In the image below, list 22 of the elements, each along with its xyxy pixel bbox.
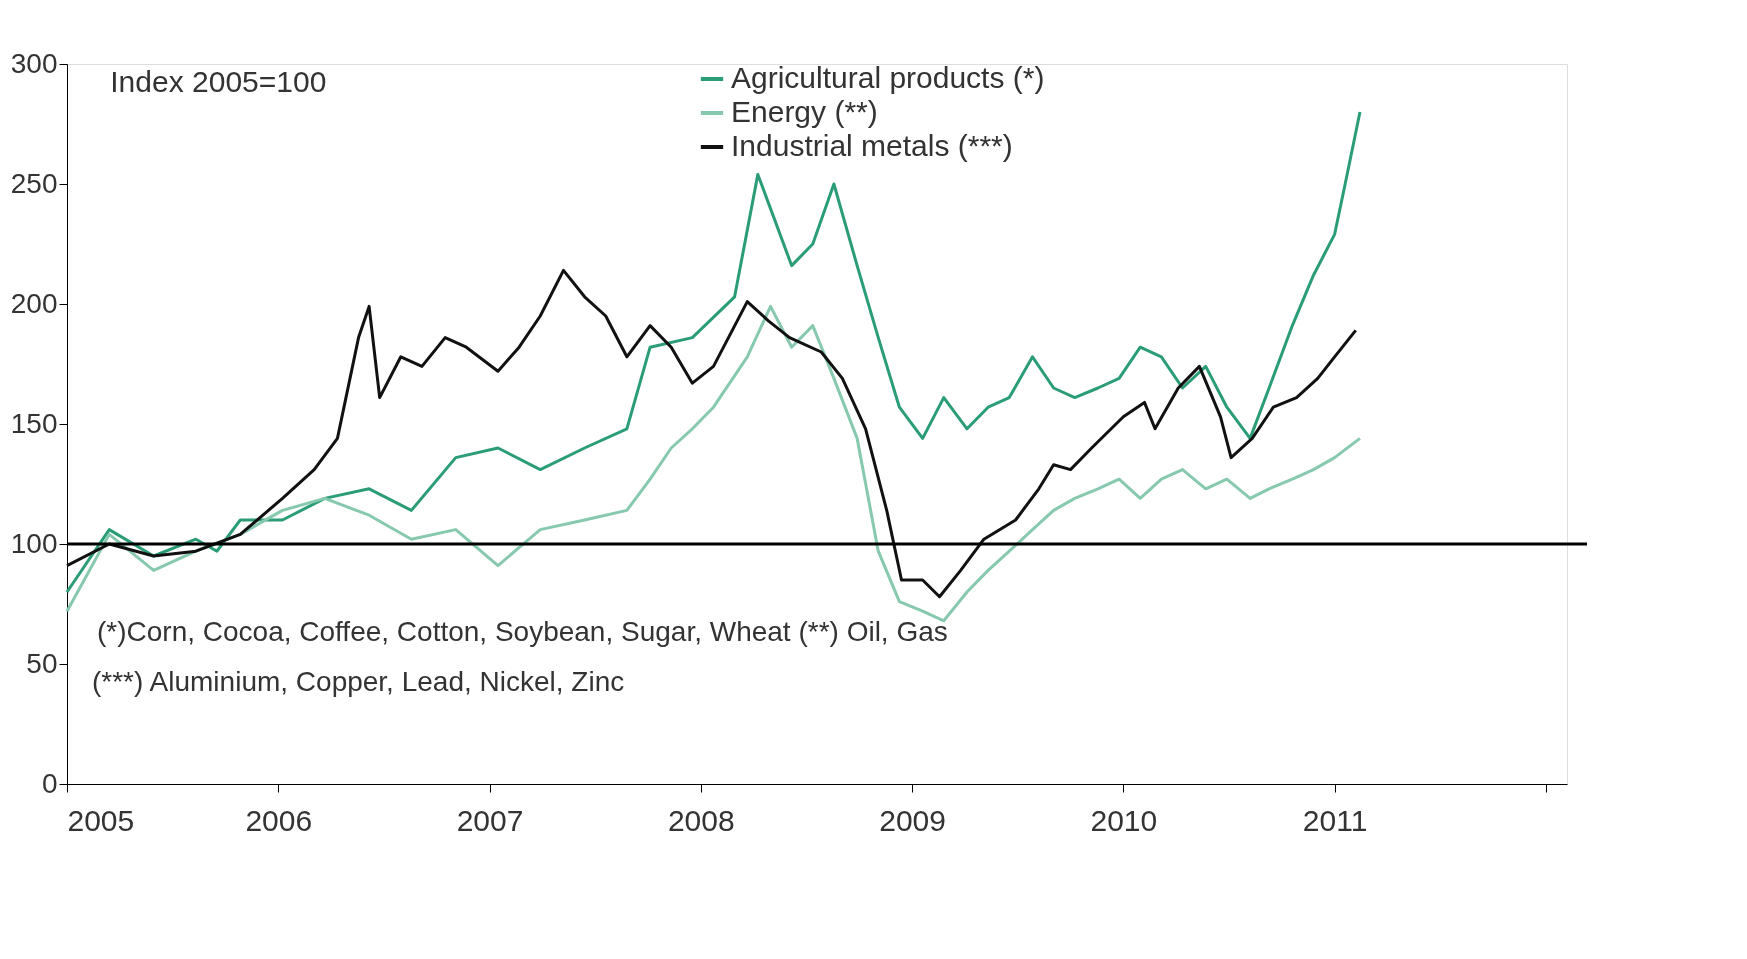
x-tick-label: 2010 [1090,803,1158,837]
x-tick-label: 2005 [67,803,135,837]
y-tick-label: 250 [10,167,58,199]
line-series [65,304,1362,623]
annotation: (***) Aluminium, Copper, Lead, Nickel, Zinc [92,665,625,697]
x-tick-label: 2009 [879,803,946,837]
x-tick-label: 2007 [456,803,524,837]
y-tick-label: 150 [10,407,58,439]
legend-label: Agricultural products (*) [731,61,1045,94]
x-tick-label: 2008 [667,803,735,837]
y-tick-label: 200 [10,287,58,319]
legend-label: Industrial metals (***) [731,129,1013,162]
line-series [65,268,1358,599]
legend-label: Energy (**) [731,95,878,128]
x-tick-label: 2011 [1302,803,1368,837]
y-tick-label: 0 [41,767,58,799]
y-tick-label: 300 [10,47,58,79]
y-tick-label: 50 [26,647,58,679]
annotation: (*)Corn, Cocoa, Coffee, Cotton, Soybean, Sugar, Wheat (**) Oil, Gas [97,615,948,647]
x-tick-label: 2006 [245,803,313,837]
y-tick-label: 100 [10,527,58,559]
chart-title: Index 2005=100 [110,65,327,98]
